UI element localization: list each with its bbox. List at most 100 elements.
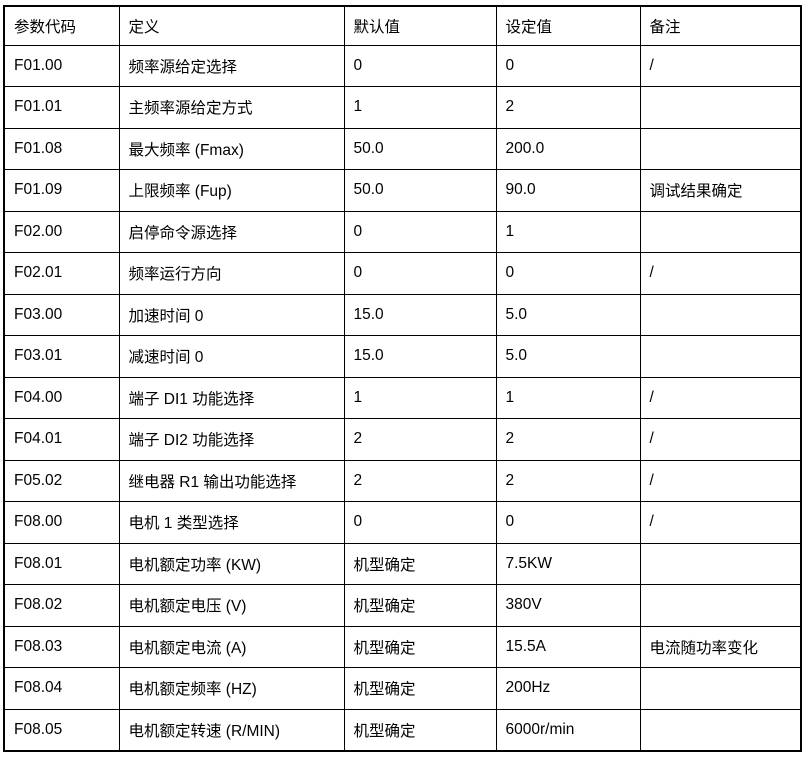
- definition-cell: 最大频率 (Fmax): [118, 127, 345, 170]
- remark-cell: /: [639, 252, 802, 295]
- definition-cell: 加速时间 0: [118, 293, 345, 336]
- definition-cell: 频率运行方向: [118, 252, 345, 295]
- param-code-cell: F02.00: [3, 210, 120, 253]
- remark-cell: [639, 667, 802, 710]
- default-value-cell: 0: [343, 501, 497, 544]
- definition-cell: 频率源给定选择: [118, 44, 345, 87]
- param-code-cell: F05.02: [3, 459, 120, 502]
- table-row: F08.03 电机额定电流 (A) 机型确定 15.5A 电流随功率变化: [3, 625, 802, 668]
- table-row: F04.00 端子 DI1 功能选择 1 1 /: [3, 376, 802, 419]
- set-value-cell: 5.0: [495, 335, 641, 378]
- table-row: F01.01 主频率源给定方式 1 2: [3, 86, 802, 129]
- table-row: F02.01 频率运行方向 0 0 /: [3, 252, 802, 295]
- table-row: F08.04 电机额定频率 (HZ) 机型确定 200Hz: [3, 667, 802, 710]
- table-row: F01.09 上限频率 (Fup) 50.0 90.0 调试结果确定: [3, 169, 802, 212]
- table-row: F02.00 启停命令源选择 0 1: [3, 210, 802, 253]
- param-code-cell: F03.00: [3, 293, 120, 336]
- set-value-cell: 2: [495, 418, 641, 461]
- set-value-cell: 0: [495, 44, 641, 87]
- param-code-cell: F01.09: [3, 169, 120, 212]
- definition-cell: 电机额定电压 (V): [118, 584, 345, 627]
- set-value-cell: 6000r/min: [495, 708, 641, 751]
- definition-cell: 端子 DI2 功能选择: [118, 418, 345, 461]
- param-code-cell: F08.02: [3, 584, 120, 627]
- default-value-cell: 2: [343, 459, 497, 502]
- set-value-cell: 7.5KW: [495, 542, 641, 585]
- header-remark: 备注: [639, 5, 802, 46]
- default-value-cell: 50.0: [343, 127, 497, 170]
- param-code-cell: F08.03: [3, 625, 120, 668]
- param-code-cell: F08.01: [3, 542, 120, 585]
- default-value-cell: 1: [343, 376, 497, 419]
- set-value-cell: 1: [495, 210, 641, 253]
- default-value-cell: 机型确定: [343, 584, 497, 627]
- remark-cell: /: [639, 418, 802, 461]
- document-page: 参数代码 定义 默认值 设定值 备注 F01.00 频率源给定选择 0 0 / …: [0, 5, 804, 761]
- definition-cell: 电机额定频率 (HZ): [118, 667, 345, 710]
- remark-cell: 电流随功率变化: [639, 625, 802, 668]
- set-value-cell: 15.5A: [495, 625, 641, 668]
- table-row: F08.05 电机额定转速 (R/MIN) 机型确定 6000r/min: [3, 708, 802, 751]
- table-row: F01.08 最大频率 (Fmax) 50.0 200.0: [3, 127, 802, 170]
- param-code-cell: F08.00: [3, 501, 120, 544]
- set-value-cell: 200Hz: [495, 667, 641, 710]
- definition-cell: 减速时间 0: [118, 335, 345, 378]
- param-code-cell: F01.08: [3, 127, 120, 170]
- param-code-cell: F01.01: [3, 86, 120, 129]
- definition-cell: 电机额定功率 (KW): [118, 542, 345, 585]
- definition-cell: 端子 DI1 功能选择: [118, 376, 345, 419]
- set-value-cell: 1: [495, 376, 641, 419]
- default-value-cell: 0: [343, 44, 497, 87]
- remark-cell: [639, 127, 802, 170]
- header-row: 参数代码 定义 默认值 设定值 备注: [3, 5, 802, 46]
- header-default-value: 默认值: [343, 5, 497, 46]
- definition-cell: 上限频率 (Fup): [118, 169, 345, 212]
- set-value-cell: 2: [495, 459, 641, 502]
- table-row: F08.01 电机额定功率 (KW) 机型确定 7.5KW: [3, 542, 802, 585]
- remark-cell: [639, 542, 802, 585]
- remark-cell: [639, 210, 802, 253]
- set-value-cell: 5.0: [495, 293, 641, 336]
- remark-cell: [639, 708, 802, 751]
- set-value-cell: 0: [495, 252, 641, 295]
- default-value-cell: 2: [343, 418, 497, 461]
- table-row: F03.00 加速时间 0 15.0 5.0: [3, 293, 802, 336]
- remark-cell: /: [639, 459, 802, 502]
- definition-cell: 主频率源给定方式: [118, 86, 345, 129]
- default-value-cell: 机型确定: [343, 625, 497, 668]
- default-value-cell: 机型确定: [343, 542, 497, 585]
- table-header: 参数代码 定义 默认值 设定值 备注: [3, 5, 802, 46]
- header-definition: 定义: [118, 5, 345, 46]
- remark-cell: [639, 335, 802, 378]
- remark-cell: [639, 86, 802, 129]
- param-code-cell: F03.01: [3, 335, 120, 378]
- definition-cell: 继电器 R1 输出功能选择: [118, 459, 345, 502]
- definition-cell: 电机额定转速 (R/MIN): [118, 708, 345, 751]
- set-value-cell: 0: [495, 501, 641, 544]
- default-value-cell: 15.0: [343, 293, 497, 336]
- param-code-cell: F01.00: [3, 44, 120, 87]
- table-row: F04.01 端子 DI2 功能选择 2 2 /: [3, 418, 802, 461]
- default-value-cell: 0: [343, 210, 497, 253]
- definition-cell: 启停命令源选择: [118, 210, 345, 253]
- remark-cell: [639, 584, 802, 627]
- default-value-cell: 1: [343, 86, 497, 129]
- table-row: F03.01 减速时间 0 15.0 5.0: [3, 335, 802, 378]
- remark-cell: 调试结果确定: [639, 169, 802, 212]
- param-code-cell: F08.05: [3, 708, 120, 751]
- default-value-cell: 15.0: [343, 335, 497, 378]
- default-value-cell: 机型确定: [343, 708, 497, 751]
- default-value-cell: 机型确定: [343, 667, 497, 710]
- param-code-cell: F04.00: [3, 376, 120, 419]
- remark-cell: /: [639, 376, 802, 419]
- set-value-cell: 380V: [495, 584, 641, 627]
- definition-cell: 电机 1 类型选择: [118, 501, 345, 544]
- default-value-cell: 50.0: [343, 169, 497, 212]
- param-code-cell: F02.01: [3, 252, 120, 295]
- remark-cell: [639, 293, 802, 336]
- remark-cell: /: [639, 501, 802, 544]
- table-row: F08.02 电机额定电压 (V) 机型确定 380V: [3, 584, 802, 627]
- parameter-table: 参数代码 定义 默认值 设定值 备注 F01.00 频率源给定选择 0 0 / …: [3, 5, 802, 752]
- param-code-cell: F04.01: [3, 418, 120, 461]
- table-row: F08.00 电机 1 类型选择 0 0 /: [3, 501, 802, 544]
